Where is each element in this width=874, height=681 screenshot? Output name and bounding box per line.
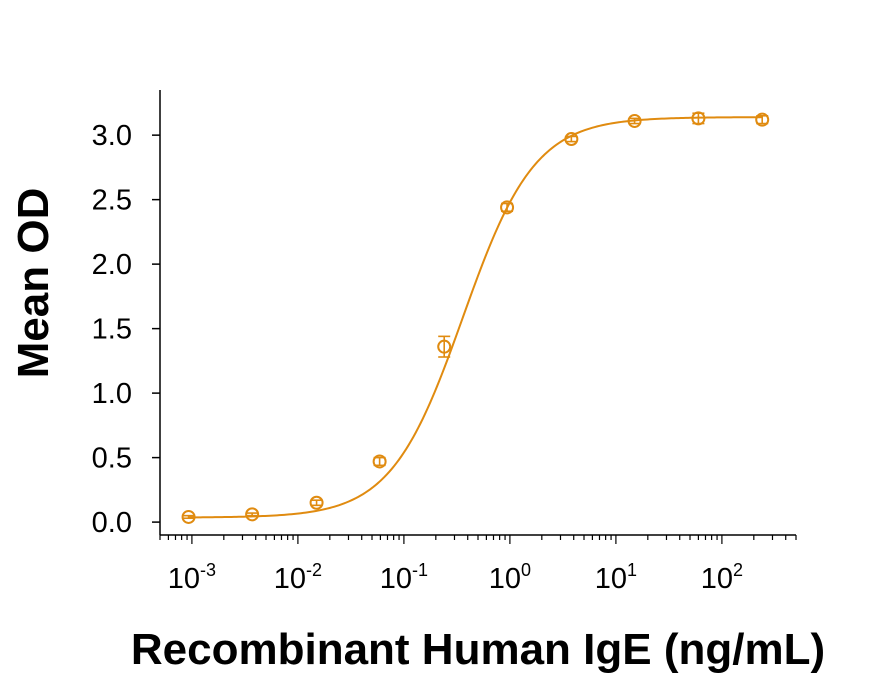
data-point: [755, 112, 770, 127]
data-point: [564, 132, 579, 147]
data-point-marker: [437, 339, 452, 354]
y-tick-label: 2.5: [92, 185, 132, 217]
data-point-marker: [309, 495, 324, 510]
data-point-marker: [564, 132, 579, 147]
x-ticks: 10-3 10-2 10-1 100 101 102: [159, 535, 797, 595]
data-point: [437, 335, 452, 358]
fit-curve: [188, 116, 763, 519]
data-point: [691, 111, 706, 126]
x-tick-label: 100: [489, 560, 531, 595]
data-point-marker: [245, 507, 260, 522]
x-tick-label: 10-3: [168, 560, 216, 595]
data-point: [309, 495, 324, 510]
data-point-marker: [500, 200, 515, 215]
data-point-marker: [755, 112, 770, 127]
data-point-marker: [181, 509, 196, 524]
x-axis-title: Recombinant Human IgE (ng/mL): [131, 625, 825, 674]
data-point: [627, 113, 642, 128]
x-axis: 10-3 10-2 10-1 100 101 102: [159, 534, 797, 595]
y-axis: 0.0 0.5 1.0 1.5 2.0 2.5 3.0: [92, 90, 161, 539]
x-tick-label: 101: [595, 560, 637, 595]
data-point: [245, 507, 260, 522]
y-tick-label: 0.5: [92, 443, 132, 475]
data-point: [181, 509, 196, 524]
y-tick-label: 1.5: [92, 314, 132, 346]
data-point-marker: [627, 113, 642, 128]
data-point: [500, 200, 515, 215]
data-points-layer: [181, 111, 770, 524]
x-tick-label: 10-1: [380, 560, 428, 595]
x-tick-label: 102: [701, 560, 743, 595]
y-tick-label: 1.0: [92, 378, 132, 410]
data-point-marker: [691, 111, 706, 126]
y-tick-label: 2.0: [92, 249, 132, 281]
y-ticks: 0.0 0.5 1.0 1.5 2.0 2.5 3.0: [92, 120, 160, 539]
data-point-marker: [372, 454, 387, 469]
y-tick-label: 0.0: [92, 507, 132, 539]
data-point: [372, 454, 387, 469]
y-tick-label: 3.0: [92, 120, 132, 152]
y-axis-title: Mean OD: [9, 188, 58, 379]
fit-curve-layer: [188, 116, 763, 519]
x-tick-label: 10-2: [274, 560, 322, 595]
